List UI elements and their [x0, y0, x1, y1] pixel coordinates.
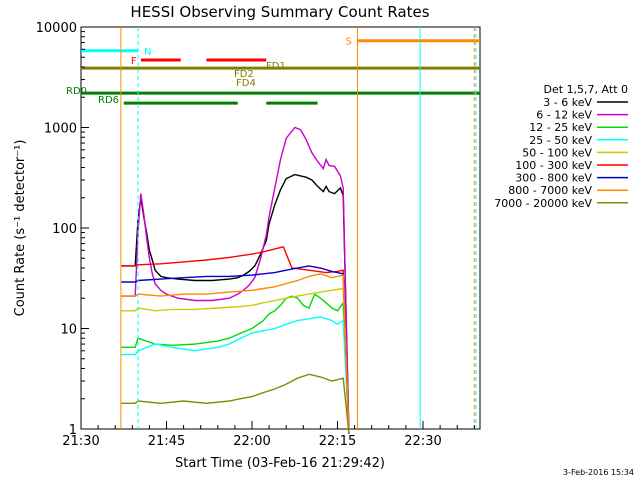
legend-entry-label: 50 - 100 keV: [522, 146, 592, 159]
series-line-12-25-kev: [120, 293, 350, 434]
markers-layer: [120, 27, 477, 429]
x-axis: 21:30 21:45 22:00 22:15 22:30: [62, 421, 475, 449]
x-tick-label: 22:15: [319, 434, 356, 449]
legend-entry-label: 6 - 12 keV: [536, 109, 592, 122]
y-tick-label: 100: [52, 222, 77, 237]
y-tick-label: 10: [60, 323, 77, 338]
legend-entry-label: 7000 - 20000 keV: [494, 197, 592, 210]
legend-entry-label: 25 - 50 keV: [529, 134, 592, 147]
flag-label-n: N: [144, 47, 151, 58]
series-line-100-300-kev: [120, 245, 350, 434]
series-line-50-100-kev: [120, 287, 350, 434]
x-tick-label: 22:30: [404, 434, 441, 449]
x-axis-label: Start Time (03-Feb-16 21:29:42): [175, 456, 385, 471]
timestamp: 3-Feb-2016 15:34: [563, 468, 634, 477]
flag-label-fd4: FD4: [236, 78, 256, 89]
x-tick-label: 22:00: [233, 434, 270, 449]
y-tick-label: 1: [69, 423, 77, 438]
flag-label-fd1: FD1: [266, 61, 286, 72]
y-tick-label: 1000: [44, 122, 77, 137]
series-line-800-7000-kev: [120, 273, 350, 434]
series-line-25-50-kev: [120, 316, 350, 434]
flag-label-rd6: RD6: [98, 95, 119, 106]
y-axis-label: Count Rate (s⁻¹ detector⁻¹): [13, 140, 28, 317]
flag-label-fd2: FD2: [234, 69, 254, 80]
series-line-6-12-kev: [120, 126, 350, 434]
chart-title: HESSI Observing Summary Count Rates: [130, 3, 429, 21]
y-tick-label: 10000: [36, 21, 77, 36]
legend-entry-label: 100 - 300 keV: [515, 159, 592, 172]
flag-label-s: S: [345, 37, 351, 48]
legend-title: Det 1,5,7, Att 0: [544, 83, 628, 96]
x-tick-label: 21:30: [62, 434, 99, 449]
legend-entry-label: 300 - 800 keV: [515, 172, 592, 185]
series-layer: [120, 126, 350, 434]
x-tick-label: 21:45: [148, 434, 185, 449]
legend-entry-label: 3 - 6 keV: [543, 96, 592, 109]
series-line-3-6-kev: [120, 173, 350, 434]
flag-label-rd0: RD0: [66, 86, 87, 97]
legend-entry-label: 800 - 7000 keV: [508, 184, 592, 197]
legend-entry-label: 12 - 25 keV: [529, 121, 592, 134]
series-line-7000-20000-kev: [120, 373, 350, 434]
series-line-300-800-kev: [120, 265, 350, 434]
flag-label-f: F: [131, 56, 137, 67]
y-axis: 1 10 100 1000 10000: [36, 21, 89, 438]
